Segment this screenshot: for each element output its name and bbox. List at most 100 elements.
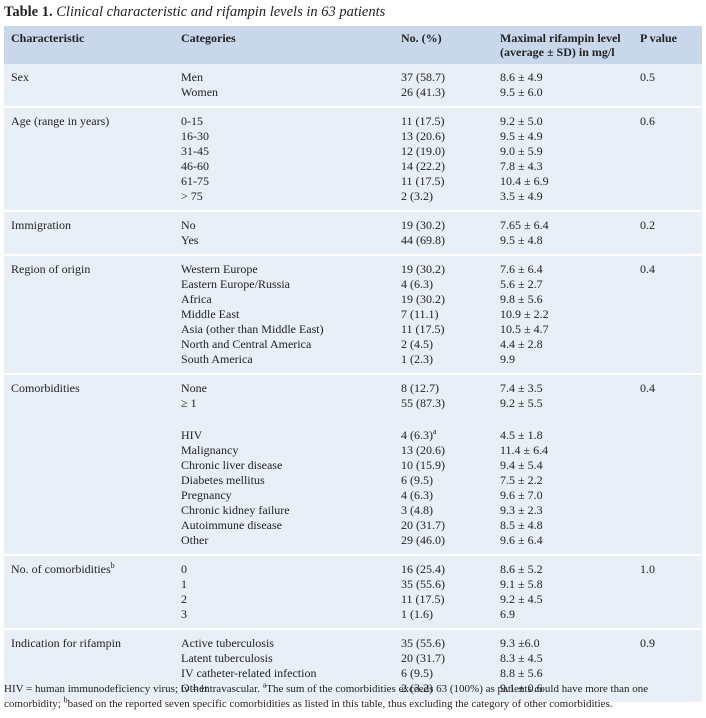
- table: Characteristic Categories No. (%) Maxima…: [4, 26, 702, 704]
- count-cell: 12 (19.0): [401, 144, 445, 159]
- rifampin-level: 9.6 ± 7.0: [500, 488, 543, 502]
- rifampin-level: 9.2 ± 5.5: [500, 396, 543, 410]
- characteristic: Region of origin: [11, 262, 91, 276]
- count: 7 (11.1): [401, 307, 439, 321]
- rifampin-level: 9.5 ± 4.8: [500, 233, 543, 247]
- category: 16-30: [181, 129, 209, 143]
- rifampin-level: 9.6 ± 6.4: [500, 533, 543, 547]
- title-label: Table 1.: [4, 4, 53, 20]
- row-group: No. of comorbiditiesb 1.0 0 16 (25.4) 8.6 ± …: [4, 556, 702, 630]
- count-cell: 11 (17.5): [401, 174, 445, 189]
- characteristic-cell: Immigration: [11, 218, 71, 233]
- count-cell: 10 (15.9): [401, 458, 445, 473]
- p-value: 0.4: [640, 262, 655, 276]
- count: 8 (12.7): [401, 381, 439, 395]
- characteristic: Indication for rifampin: [11, 636, 121, 650]
- count: 4 (6.3): [401, 488, 433, 502]
- footnote: HIV = human immunodeficiency virus; iv =…: [4, 681, 694, 712]
- characteristic: Comorbidities: [11, 381, 80, 395]
- count-cell: 19 (30.2): [401, 292, 445, 307]
- count-cell: 4 (6.3): [401, 488, 433, 503]
- count: 11 (17.5): [401, 322, 445, 336]
- p-value: 1.0: [640, 562, 655, 576]
- count-cell: 8 (12.7): [401, 381, 439, 396]
- rifampin-level: 4.5 ± 1.8: [500, 428, 543, 442]
- rifampin-level: 8.6 ± 5.2: [500, 562, 543, 576]
- rifampin-level: 7.4 ± 3.5: [500, 381, 543, 395]
- count: 26 (41.3): [401, 85, 445, 99]
- row-group: Sex 0.5 Men 37 (58.7) 8.6 ± 4.9 Women 26 (41.3…: [4, 64, 702, 108]
- rifampin-level: 9.9: [500, 352, 515, 366]
- rifampin-level: 4.4 ± 2.8: [500, 337, 543, 351]
- rifampin-level: 8.8 ± 5.6: [500, 666, 543, 680]
- footnote-mark: a: [433, 427, 437, 436]
- category: 3: [181, 607, 187, 621]
- table-row: South America 1 (2.3) 9.9: [4, 352, 702, 367]
- count: 4 (6.3): [401, 277, 433, 291]
- p-value: 0.9: [640, 636, 655, 650]
- count: 3 (4.8): [401, 503, 433, 517]
- count: 12 (19.0): [401, 144, 445, 158]
- count-cell: 14 (22.2): [401, 159, 445, 174]
- category: > 75: [181, 189, 203, 203]
- table-row: 46-60 14 (22.2) 7.8 ± 4.3: [4, 159, 702, 174]
- table-row: 0 16 (25.4) 8.6 ± 5.2: [4, 562, 702, 577]
- count-cell: 44 (69.8): [401, 233, 445, 248]
- category: Yes: [181, 233, 199, 247]
- table-title: Table 1. Clinical characteristic and rif…: [4, 4, 385, 21]
- category: Malignancy: [181, 443, 239, 457]
- count: 37 (58.7): [401, 70, 445, 84]
- category: 61-75: [181, 174, 209, 188]
- count-cell: 55 (87.3): [401, 396, 445, 411]
- count-cell: 11 (17.5): [401, 322, 445, 337]
- count-cell: 7 (11.1): [401, 307, 439, 322]
- count: 2 (3.2): [401, 681, 433, 695]
- characteristic: Age (range in years): [11, 114, 110, 128]
- row-group: Immigration 0.2 No 19 (30.2) 7.65 ± 6.4 Yes 44…: [4, 212, 702, 256]
- category: Women: [181, 85, 219, 99]
- table-row: North and Central America 2 (4.5) 4.4 ± 2.…: [4, 337, 702, 352]
- table-row: 31-45 12 (19.0) 9.0 ± 5.9: [4, 144, 702, 159]
- rifampin-level: 9.0 ± 5.9: [500, 144, 543, 158]
- table-row: 16-30 13 (20.6) 9.5 ± 4.9: [4, 129, 702, 144]
- category: South America: [181, 352, 253, 366]
- rifampin-level: 9.3 ± 2.3: [500, 503, 543, 517]
- category: No: [181, 218, 196, 232]
- count: 16 (25.4): [401, 562, 445, 576]
- count-cell: 6 (9.5): [401, 666, 433, 681]
- row-group: Indication for rifampin 0.9 Active tubercu…: [4, 630, 702, 704]
- rifampin-level: 7.5 ± 2.2: [500, 473, 543, 487]
- rifampin-level: 9.2 ± 4.5: [500, 592, 543, 606]
- table-row: 61-75 11 (17.5) 10.4 ± 6.9: [4, 174, 702, 189]
- rifampin-level: 5.6 ± 2.7: [500, 277, 543, 291]
- footnote-text: The sum of the comorbidities exceeds 63 …: [4, 683, 649, 710]
- category: Eastern Europe/Russia: [181, 277, 290, 291]
- count-cell: 13 (20.6): [401, 443, 445, 458]
- count: 13 (20.6): [401, 129, 445, 143]
- rifampin-level: 8.6 ± 4.9: [500, 70, 543, 84]
- table-row: IV catheter-related infection 6 (9.5) 8.8 …: [4, 666, 702, 681]
- table-row: ≥ 1 55 (87.3) 9.2 ± 5.5: [4, 396, 702, 411]
- category: IV catheter-related infection: [181, 666, 317, 680]
- count-cell: 37 (58.7): [401, 70, 445, 85]
- p-value: 0.5: [640, 70, 655, 84]
- rifampin-level: 7.8 ± 4.3: [500, 159, 543, 173]
- rifampin-level: 9.5 ± 4.9: [500, 129, 543, 143]
- count: 14 (22.2): [401, 159, 445, 173]
- count: 6 (9.5): [401, 666, 433, 680]
- table-row: Chronic liver disease 10 (15.9) 9.4 ± 5.4: [4, 458, 702, 473]
- category: Chronic kidney failure: [181, 503, 290, 517]
- table-row: Eastern Europe/Russia 4 (6.3) 5.6 ± 2.7: [4, 277, 702, 292]
- category: Africa: [181, 292, 212, 306]
- category: 31-45: [181, 144, 209, 158]
- table-row: Other 29 (46.0) 9.6 ± 6.4: [4, 533, 702, 548]
- count: 11 (17.5): [401, 114, 445, 128]
- table-row: 0-15 11 (17.5) 9.2 ± 5.0: [4, 114, 702, 129]
- category: HIV: [181, 428, 203, 442]
- table-row: Africa 19 (30.2) 9.8 ± 5.6: [4, 292, 702, 307]
- table-row: > 75 2 (3.2) 3.5 ± 4.9: [4, 189, 702, 204]
- count-cell: 4 (6.3)a: [401, 428, 437, 443]
- table-row: Autoimmune disease 20 (31.7) 8.5 ± 4.8: [4, 518, 702, 533]
- table-row: HIV 4 (6.3)a 4.5 ± 1.8: [4, 428, 702, 443]
- count-cell: 35 (55.6): [401, 636, 445, 651]
